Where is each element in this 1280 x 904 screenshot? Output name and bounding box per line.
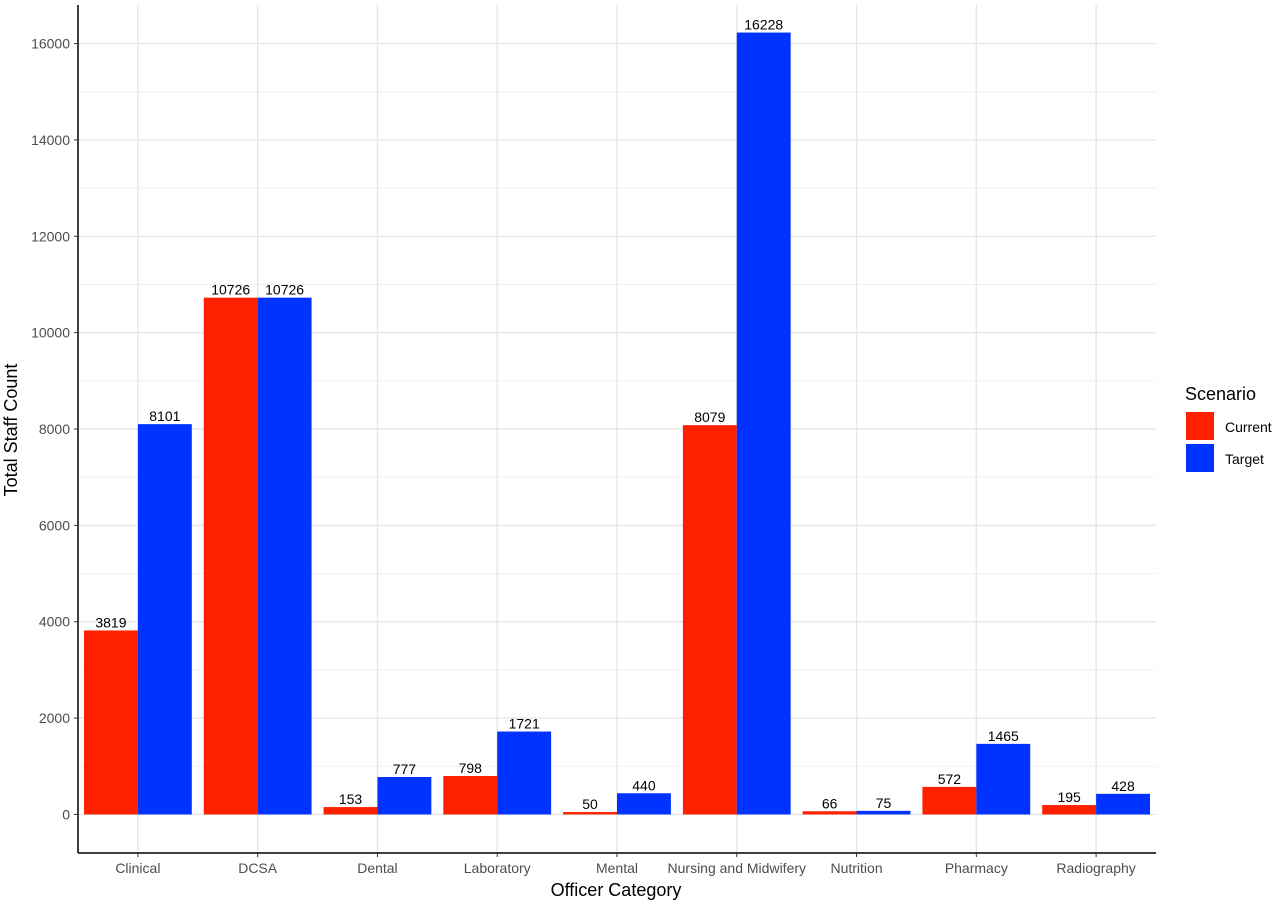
- bar-current-mental: [563, 812, 617, 815]
- bar-value-label: 8101: [149, 408, 180, 424]
- legend-title: Scenario: [1185, 384, 1256, 404]
- x-tick-label: Dental: [357, 860, 397, 876]
- bar-value-label: 572: [938, 771, 962, 787]
- bar-value-label: 195: [1057, 789, 1081, 805]
- y-tick-label: 0: [62, 806, 70, 822]
- x-tick-labels: Clinical DCSA Dental Laboratory Mental Nursin…: [115, 853, 1136, 876]
- x-tick-label: Nutrition: [830, 860, 882, 876]
- bar-value-label: 10726: [211, 282, 250, 298]
- x-tick-label: Clinical: [115, 860, 160, 876]
- legend-label-target: Target: [1225, 451, 1264, 467]
- legend: Scenario Current Target: [1185, 384, 1272, 472]
- bar-value-label: 66: [822, 795, 838, 811]
- bars: [83, 32, 1151, 815]
- y-tick-label: 12000: [31, 228, 70, 244]
- y-tick-label: 8000: [39, 421, 70, 437]
- x-tick-label: Laboratory: [464, 860, 531, 876]
- y-axis-title: Total Staff Count: [1, 364, 21, 497]
- bar-current-laboratory: [443, 776, 498, 815]
- y-tick-label: 2000: [39, 710, 70, 726]
- bar-target-clinical: [137, 424, 192, 815]
- bar-target-radiography: [1096, 793, 1151, 815]
- bar-value-label: 50: [582, 796, 598, 812]
- bar-value-labels: 3819 10726 153 798 50 8079 66 572 195 8101 10726 77…: [95, 17, 1135, 812]
- bar-value-label: 798: [459, 760, 483, 776]
- bar-current-radiography: [1042, 805, 1097, 815]
- bar-target-mental: [617, 793, 671, 815]
- x-tick-label: Mental: [596, 860, 638, 876]
- bar-target-pharmacy: [976, 743, 1031, 815]
- bar-value-label: 1721: [509, 716, 540, 732]
- y-tick-label: 4000: [39, 614, 70, 630]
- x-tick-label: DCSA: [238, 860, 278, 876]
- bar-current-dental: [323, 807, 378, 815]
- y-tick-label: 6000: [39, 517, 70, 533]
- legend-swatch-target: [1186, 444, 1214, 472]
- bar-value-label: 10726: [265, 282, 304, 298]
- x-tick-label: Pharmacy: [945, 860, 1008, 876]
- bar-value-label: 1465: [988, 728, 1019, 744]
- bar-target-dcsa: [257, 297, 312, 815]
- bar-value-label: 440: [632, 777, 656, 793]
- x-tick-label: Nursing and Midwifery: [668, 860, 807, 876]
- bar-value-label: 153: [339, 791, 363, 807]
- x-tick-label: Radiography: [1056, 860, 1135, 876]
- bar-target-nutrition: [856, 810, 911, 815]
- bar-target-nursing-and-midwifery: [736, 32, 791, 815]
- bar-current-pharmacy: [922, 786, 977, 815]
- y-tick-label: 14000: [31, 132, 70, 148]
- bar-current-nursing-and-midwifery: [682, 425, 737, 815]
- y-tick-label: 10000: [31, 325, 70, 341]
- bar-current-dcsa: [203, 297, 258, 815]
- bar-current-clinical: [83, 630, 138, 815]
- bar-value-label: 8079: [694, 409, 725, 425]
- y-tick-label: 16000: [31, 36, 70, 52]
- bar-value-label: 16228: [744, 17, 783, 33]
- bar-target-dental: [377, 777, 432, 815]
- bar-current-nutrition: [802, 811, 857, 815]
- bar-target-laboratory: [497, 731, 552, 815]
- legend-swatch-current: [1186, 412, 1214, 440]
- legend-items: Current Target: [1186, 412, 1272, 472]
- legend-label-current: Current: [1225, 419, 1272, 435]
- bar-value-label: 428: [1111, 778, 1135, 794]
- bar-value-label: 3819: [95, 614, 126, 630]
- y-tick-labels: 0 2000 4000 6000 8000 10000 12000 14000 16000: [31, 36, 78, 822]
- x-axis-title: Officer Category: [551, 880, 682, 900]
- bar-value-label: 75: [876, 795, 892, 811]
- bar-value-label: 777: [393, 761, 417, 777]
